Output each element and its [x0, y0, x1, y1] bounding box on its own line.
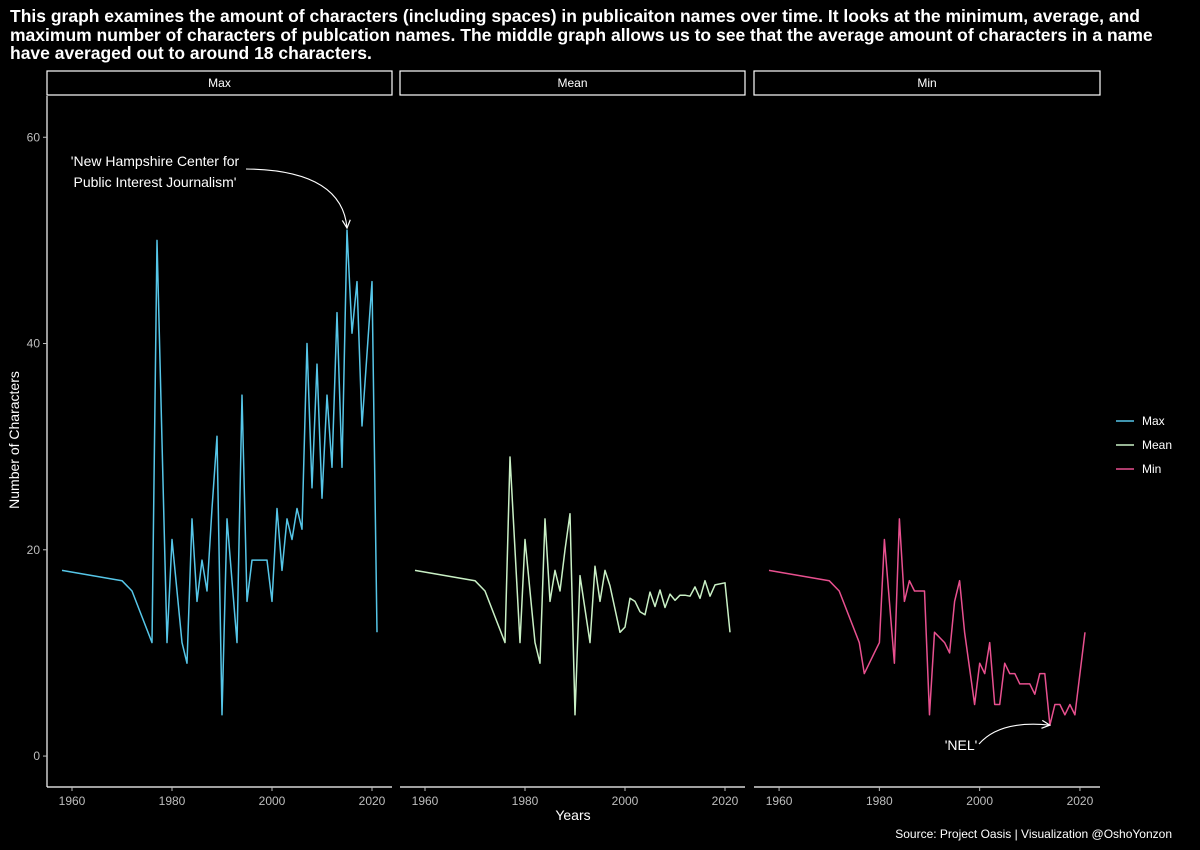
- caption: Source: Project Oasis | Visualization @O…: [895, 827, 1172, 841]
- x-tick-label: 2020: [359, 794, 386, 808]
- facet-strips: Max Mean Min: [46, 70, 1101, 96]
- x-tick-label: 1960: [412, 794, 439, 808]
- series-line-mean: [414, 456, 731, 716]
- series-layer: [61, 229, 1086, 726]
- chart-title: This graph examines the amount of charac…: [10, 6, 1153, 63]
- annotation-max: 'New Hampshire Center for Public Interest…: [71, 153, 347, 228]
- annotation-label: Public Interest Journalism': [74, 174, 237, 190]
- x-tick-label: 1960: [59, 794, 86, 808]
- y-tick-label: 20: [27, 543, 41, 557]
- annotation-label: 'New Hampshire Center for: [71, 153, 240, 169]
- annotation-arrow: [978, 724, 1050, 745]
- y-tick-label: 60: [27, 130, 41, 144]
- facet-strip-mean: [399, 70, 746, 96]
- x-tick-label: 2000: [612, 794, 639, 808]
- x-tick-label: 1980: [866, 794, 893, 808]
- y-tick-label: 0: [33, 749, 40, 763]
- legend-label-min: Min: [1142, 462, 1161, 476]
- facet-strip-max: [46, 70, 393, 96]
- x-tick-label: 2000: [259, 794, 286, 808]
- series-line-max: [61, 229, 378, 716]
- facet-strip-label: Max: [208, 76, 231, 90]
- x-tick-label: 1980: [512, 794, 539, 808]
- annotations: 'New Hampshire Center for Public Interest…: [71, 153, 1050, 753]
- x-tick-label: 1960: [766, 794, 793, 808]
- x-tick-label: 2000: [966, 794, 993, 808]
- x-tick-label: 2020: [1067, 794, 1094, 808]
- series-line-min: [768, 518, 1086, 726]
- annotation-arrow: [245, 168, 347, 228]
- x-tick-label: 2020: [712, 794, 739, 808]
- axes: 0 20 40 60 1960 1980 2000 2020 1960 1980 2000 2020 1…: [27, 96, 1100, 808]
- x-tick-label: 1980: [159, 794, 186, 808]
- facet-strip-label: Min: [917, 76, 936, 90]
- annotation-min: 'NEL': [945, 724, 1050, 753]
- facet-strip-min: [753, 70, 1101, 96]
- legend: Max Mean Min: [1116, 414, 1172, 476]
- legend-label-mean: Mean: [1142, 438, 1172, 452]
- facet-strip-label: Mean: [557, 76, 587, 90]
- x-axis-title: Years: [555, 807, 590, 823]
- annotation-label: 'NEL': [945, 737, 978, 753]
- y-axis-title: Number of Characters: [6, 371, 22, 509]
- legend-label-max: Max: [1142, 414, 1165, 428]
- y-tick-label: 40: [27, 337, 41, 351]
